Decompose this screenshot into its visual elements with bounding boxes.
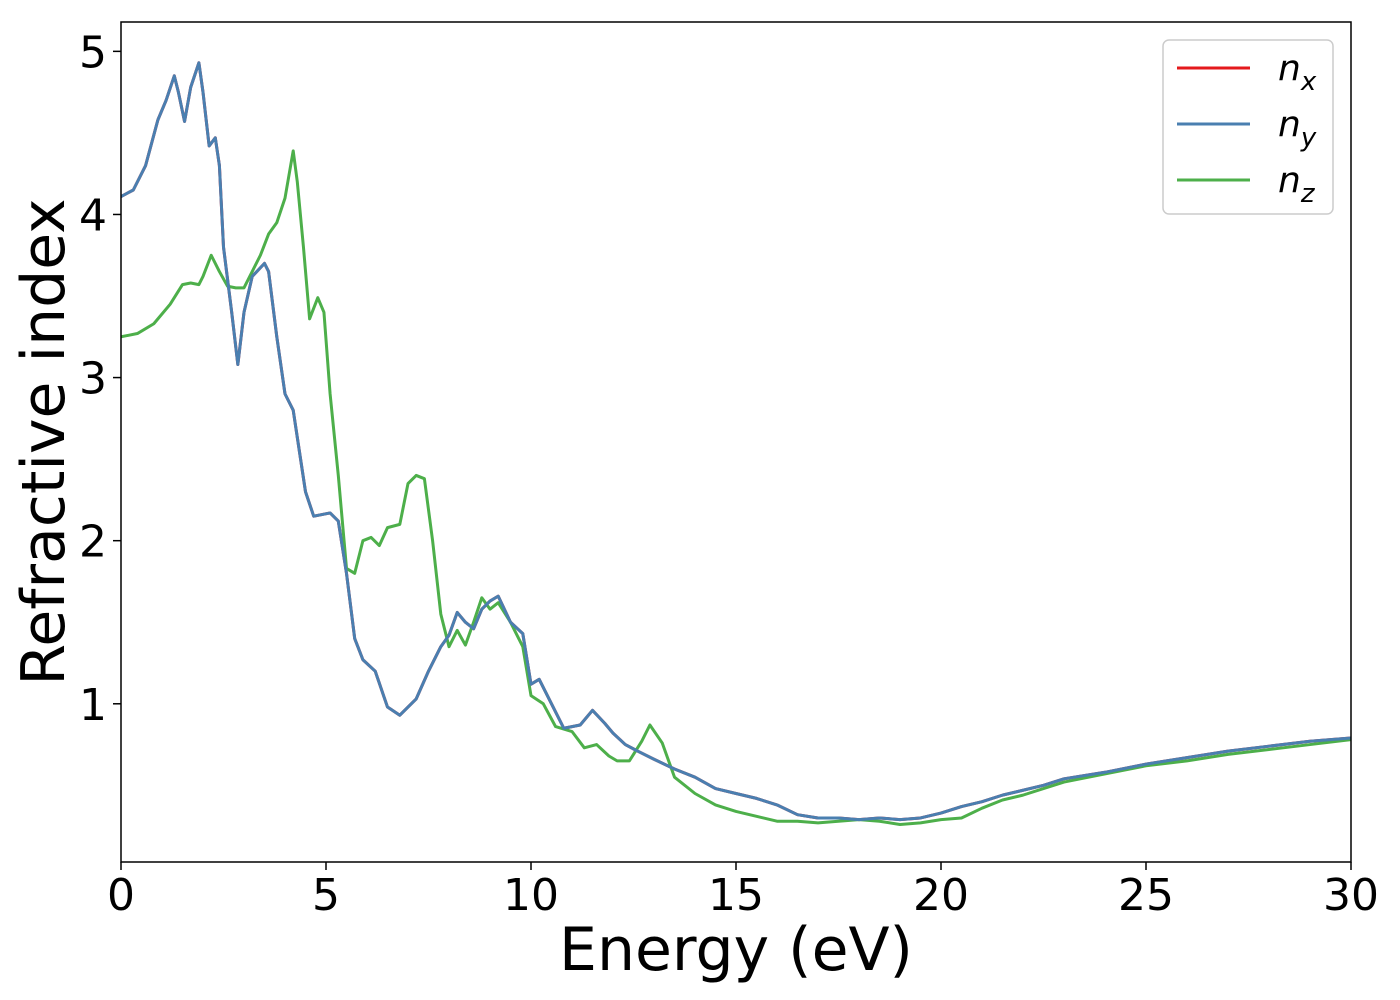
x-tick-label: 30: [1323, 870, 1379, 921]
y-axis-ticks: 1 2 3 4 5: [79, 27, 121, 731]
y-tick-label: 3: [79, 354, 107, 405]
y-tick-label: 5: [79, 27, 107, 78]
x-tick-label: 20: [913, 870, 969, 921]
legend-label-x: nx: [1278, 48, 1317, 97]
x-tick-label: 5: [312, 870, 340, 921]
x-tick-label: 25: [1118, 870, 1174, 921]
x-tick-label: 15: [708, 870, 764, 921]
x-tick-label: 0: [107, 870, 135, 921]
series-line-y: [121, 61, 1351, 822]
legend-box: [1162, 39, 1334, 215]
y-tick-label: 4: [79, 190, 107, 241]
y-axis-label: Refractive index: [9, 198, 79, 685]
series-layer: [121, 61, 1351, 826]
x-tick-label: 10: [503, 870, 559, 921]
x-axis-label: Energy (eV): [559, 915, 913, 985]
y-tick-label: 1: [79, 680, 107, 731]
y-tick-label: 2: [79, 517, 107, 568]
x-axis-ticks: 0 5 10 15 20 25 30: [107, 862, 1379, 921]
legend-label-y: ny: [1278, 104, 1317, 153]
